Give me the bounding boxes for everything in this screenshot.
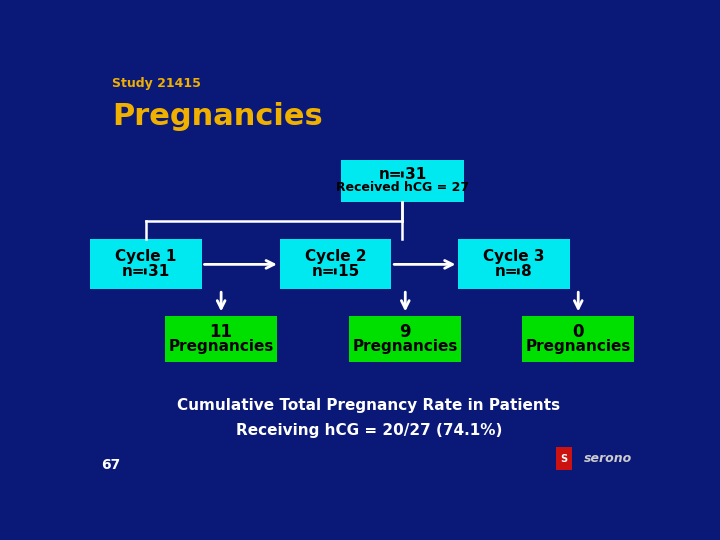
Text: n≕15: n≕15 <box>311 265 360 279</box>
Text: serono: serono <box>584 453 632 465</box>
FancyBboxPatch shape <box>459 239 570 289</box>
FancyBboxPatch shape <box>523 316 634 362</box>
Text: S: S <box>560 454 567 464</box>
Text: Received hCG = 27: Received hCG = 27 <box>336 181 469 194</box>
Text: n≕31: n≕31 <box>122 265 170 279</box>
FancyBboxPatch shape <box>166 316 277 362</box>
Text: Cycle 3: Cycle 3 <box>483 249 545 265</box>
Text: Pregnancies: Pregnancies <box>526 339 631 354</box>
FancyBboxPatch shape <box>279 239 392 289</box>
Text: Cycle 2: Cycle 2 <box>305 249 366 265</box>
Text: Pregnancies: Pregnancies <box>168 339 274 354</box>
FancyBboxPatch shape <box>341 160 464 202</box>
Text: 9: 9 <box>400 323 411 341</box>
Text: Study 21415: Study 21415 <box>112 77 201 90</box>
Text: Cycle 1: Cycle 1 <box>115 249 176 265</box>
FancyBboxPatch shape <box>556 447 572 470</box>
Text: Receiving hCG = 20/27 (74.1%): Receiving hCG = 20/27 (74.1%) <box>236 423 502 438</box>
Text: 0: 0 <box>572 323 584 341</box>
Text: Pregnancies: Pregnancies <box>353 339 458 354</box>
Text: 11: 11 <box>210 323 233 341</box>
Text: n≕8: n≕8 <box>495 265 533 279</box>
Text: Cumulative Total Pregnancy Rate in Patients: Cumulative Total Pregnancy Rate in Patie… <box>177 399 561 413</box>
Text: n≕31: n≕31 <box>378 167 427 183</box>
FancyBboxPatch shape <box>349 316 461 362</box>
FancyBboxPatch shape <box>90 239 202 289</box>
Text: Pregnancies: Pregnancies <box>112 102 323 131</box>
Text: 67: 67 <box>101 458 120 472</box>
